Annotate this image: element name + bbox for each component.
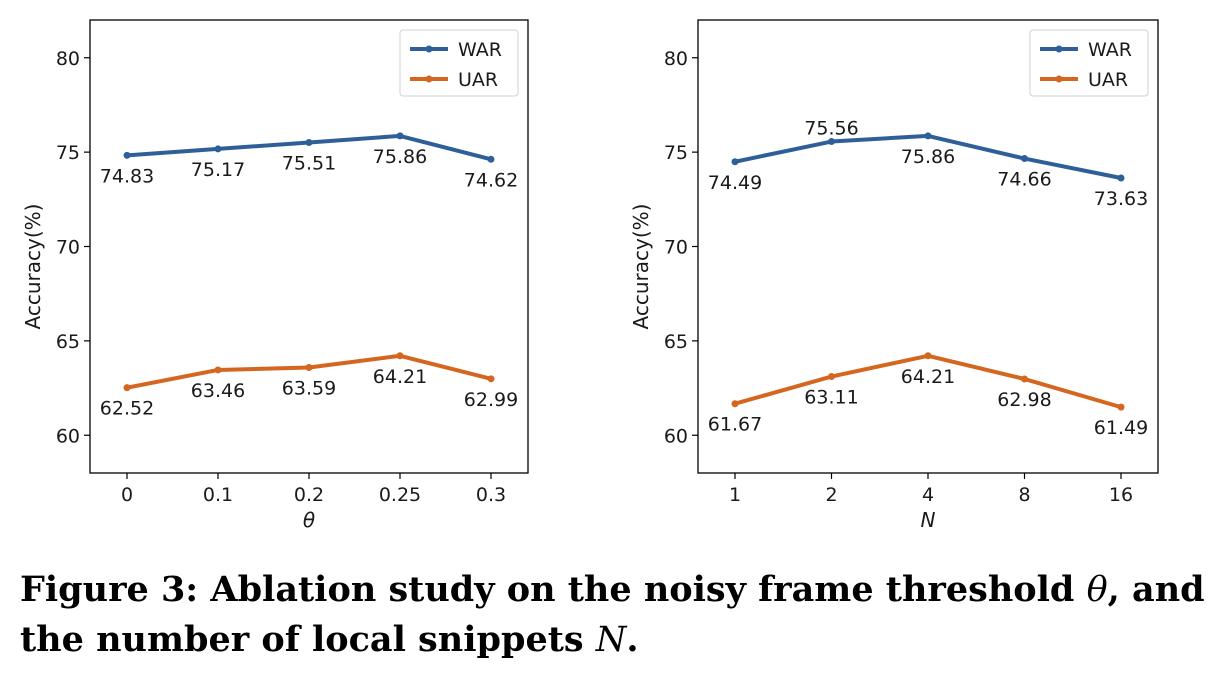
y-tick-label: 60 (664, 425, 688, 447)
data-point (396, 352, 404, 360)
series-war: 74.49 75.56 75.86 74.66 73.63 (708, 118, 1148, 210)
data-label: 62.99 (464, 389, 518, 411)
data-point (123, 384, 131, 392)
data-point (305, 138, 313, 146)
x-tick-label: 0.3 (476, 484, 506, 506)
series-uar: 62.52 63.46 63.59 64.21 62.99 (100, 352, 518, 420)
legend-marker (1055, 75, 1063, 83)
x-tick-label: 0.25 (379, 484, 421, 506)
data-point (487, 375, 495, 383)
data-label: 74.49 (708, 172, 762, 194)
data-point (487, 155, 495, 163)
caption-theta-symbol: θ (1086, 570, 1108, 610)
caption-text-2: , and the number of local snippets (20, 569, 1205, 660)
data-point (731, 158, 739, 166)
x-tick-label: 0 (121, 484, 133, 506)
y-tick-label: 65 (56, 331, 80, 353)
data-label: 74.66 (997, 169, 1051, 191)
caption-n-symbol: N (595, 620, 627, 660)
y-tick-label: 80 (56, 48, 80, 70)
data-label: 63.11 (804, 387, 858, 409)
data-point (924, 352, 932, 360)
data-label: 61.67 (708, 414, 762, 436)
data-label: 62.98 (997, 389, 1051, 411)
x-tick-label: 16 (1109, 484, 1133, 506)
legend-label: WAR (1088, 39, 1132, 61)
chart-panel-2: 60 65 70 75 80 1 2 4 8 16 N Accuracy(%) 74.49 75.56 75… (629, 19, 1159, 532)
x-tick-label: 8 (1018, 484, 1030, 506)
legend: WAR UAR (1029, 29, 1149, 97)
y-axis-label: Accuracy(%) (629, 204, 653, 330)
data-point (828, 138, 835, 146)
data-point (731, 400, 739, 408)
data-label: 75.86 (901, 146, 955, 168)
legend-label: WAR (458, 39, 502, 61)
data-label: 75.56 (804, 118, 858, 140)
y-tick-label: 75 (56, 142, 80, 164)
data-label: 64.21 (901, 366, 955, 388)
legend-marker (425, 75, 433, 83)
data-label: 75.17 (191, 159, 245, 181)
data-point (1117, 174, 1125, 182)
x-tick-label: 2 (825, 484, 837, 506)
x-axis-label: N (921, 508, 936, 532)
data-label: 61.49 (1094, 417, 1148, 439)
caption-text-1: Figure 3: Ablation study on the noisy fr… (20, 569, 1087, 610)
data-point (924, 132, 932, 140)
data-label: 75.51 (282, 152, 336, 174)
legend-marker (425, 45, 433, 53)
caption-text-3: . (626, 619, 639, 660)
y-tick-label: 60 (56, 425, 80, 447)
y-tick-label: 80 (664, 48, 688, 70)
y-tick-label: 75 (664, 142, 688, 164)
data-point (214, 366, 222, 374)
x-tick-label: 0.2 (294, 484, 324, 506)
data-point (828, 373, 835, 381)
legend-marker (1055, 45, 1063, 53)
legend: WAR UAR (399, 29, 519, 97)
data-label: 64.21 (373, 366, 427, 388)
legend-label: UAR (1088, 69, 1128, 91)
data-point (396, 132, 404, 140)
data-point (305, 363, 313, 371)
y-tick-label: 70 (664, 237, 688, 259)
data-label: 63.46 (191, 380, 245, 402)
y-tick-label: 70 (56, 237, 80, 259)
x-tick-label: 1 (729, 484, 741, 506)
y-axis-label: Accuracy(%) (21, 204, 45, 330)
data-label: 63.59 (282, 377, 336, 399)
x-tick-label: 0.1 (203, 484, 233, 506)
legend-label: UAR (458, 69, 498, 91)
figure-caption: Figure 3: Ablation study on the noisy fr… (20, 565, 1210, 665)
data-point (214, 145, 222, 153)
data-point (1021, 375, 1028, 383)
data-label: 62.52 (100, 398, 154, 420)
data-label: 75.86 (373, 146, 427, 168)
series-uar: 61.67 63.11 64.21 62.98 61.49 (708, 352, 1148, 439)
series-war: 74.83 75.17 75.51 75.86 74.62 (100, 132, 518, 191)
figure: 60 65 70 75 80 0 0.1 0.2 0.25 0.3 θ Accuracy(%) 74.8… (21, 19, 1159, 532)
y-tick-label: 65 (664, 331, 688, 353)
data-point (1021, 155, 1028, 163)
x-tick-label: 4 (922, 484, 934, 506)
data-point (1117, 403, 1125, 411)
data-label: 73.63 (1094, 188, 1148, 210)
x-axis-label: θ (303, 508, 315, 532)
data-label: 74.62 (464, 169, 518, 191)
chart-panel-1: 60 65 70 75 80 0 0.1 0.2 0.25 0.3 θ Accuracy(%) 74.8… (21, 19, 529, 532)
data-label: 74.83 (100, 165, 154, 187)
data-point (123, 151, 131, 159)
